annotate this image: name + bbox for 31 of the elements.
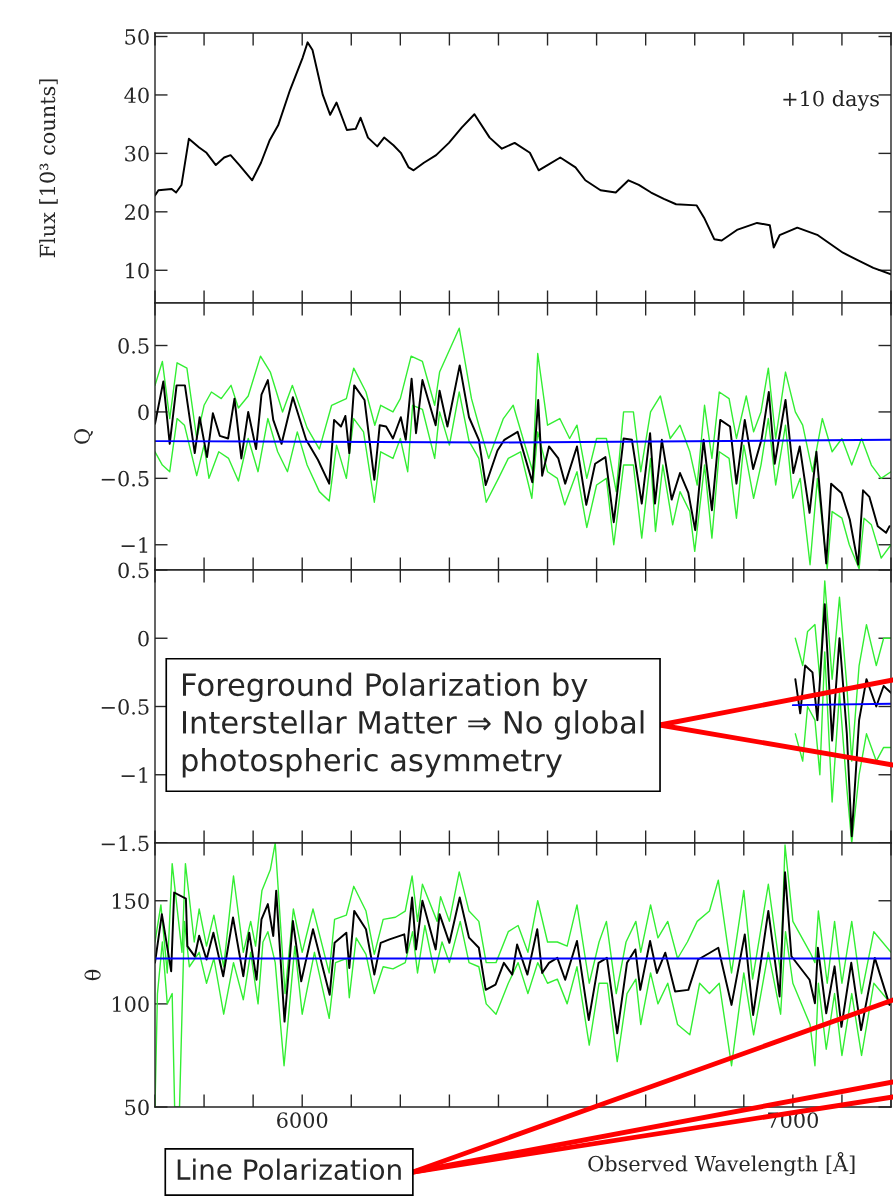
y-tick-label: 0 <box>138 404 149 421</box>
y-tick-label: 100 <box>112 996 149 1013</box>
line-series <box>155 41 891 276</box>
annotation: +10 days <box>783 90 879 111</box>
y-tick-label: 0 <box>138 630 149 647</box>
line-series <box>155 871 891 1035</box>
line-series <box>155 364 891 566</box>
y-tick-label: 10 <box>126 262 149 279</box>
y-tick-label: 50 <box>125 1099 149 1116</box>
y-axis-title: θ <box>84 969 101 981</box>
x-axis-title: Observed Wavelength [Å] <box>588 1151 855 1176</box>
y-tick-label: 50 <box>125 28 149 45</box>
y-tick-label: 30 <box>125 145 149 162</box>
line-series <box>794 651 891 843</box>
y-tick-label: −1 <box>121 767 148 783</box>
x-tick-label: 6000 <box>277 1112 328 1128</box>
y-tick-label: 20 <box>125 204 149 221</box>
annotation: Foreground Polarization by Interstellar Matter ⇒ No global photospheric asymmetry <box>182 672 644 778</box>
y-tick-label: 40 <box>124 87 149 104</box>
y-tick-label: −1 <box>121 537 148 553</box>
y-tick-label: 0.5 <box>118 337 149 354</box>
y-tick-label: −1.5 <box>101 835 149 852</box>
y-axis-title: Q <box>74 429 93 444</box>
y-tick-label: −0.5 <box>101 470 149 487</box>
y-tick-label: −0.5 <box>101 698 149 715</box>
line-series <box>794 580 891 762</box>
y-axis-title: Flux [10³ counts] <box>39 79 58 258</box>
y-tick-label: 150 <box>112 893 149 909</box>
y-tick-label: 0.5 <box>118 562 149 579</box>
line-series <box>794 603 891 838</box>
text: Line Polarization <box>177 1158 401 1181</box>
